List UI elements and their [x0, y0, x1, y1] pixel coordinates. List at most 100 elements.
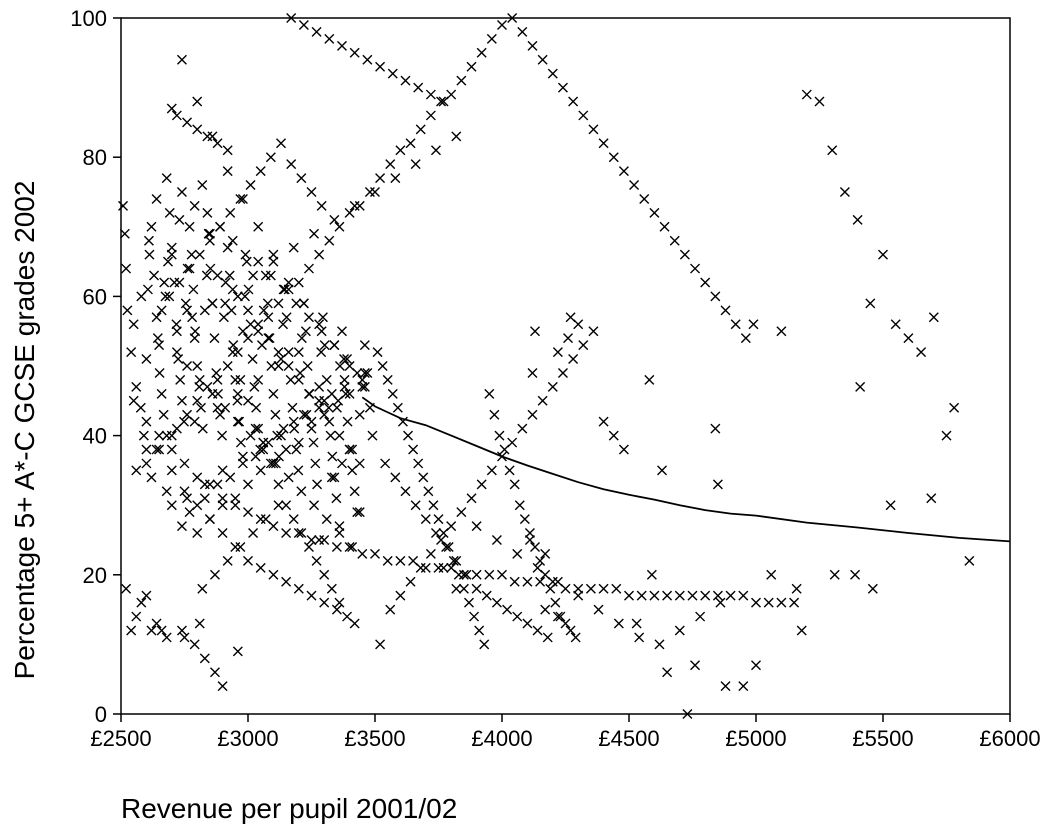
- data-point: [349, 200, 360, 211]
- data-point: [428, 500, 439, 511]
- data-point: [964, 555, 975, 566]
- data-point: [789, 597, 800, 608]
- data-point: [517, 423, 528, 434]
- data-point: [776, 326, 787, 337]
- data-point: [182, 117, 193, 128]
- data-point: [509, 479, 520, 490]
- data-point: [161, 173, 172, 184]
- data-point: [578, 340, 589, 351]
- data-point: [189, 200, 200, 211]
- y-tick-label: 40: [83, 424, 107, 449]
- data-point: [552, 347, 563, 358]
- data-point: [174, 277, 185, 288]
- data-point: [209, 333, 220, 344]
- data-point: [941, 430, 952, 441]
- data-point: [325, 430, 336, 441]
- data-point: [239, 291, 250, 302]
- data-point: [451, 131, 462, 142]
- data-point: [176, 521, 187, 532]
- data-point: [160, 291, 171, 302]
- data-point: [649, 590, 660, 601]
- data-point: [928, 312, 939, 323]
- data-point: [222, 145, 233, 156]
- data-point: [461, 569, 472, 580]
- data-point: [283, 347, 294, 358]
- data-point: [151, 312, 162, 323]
- data-point: [207, 298, 218, 309]
- data-point: [852, 214, 863, 225]
- data-point: [565, 312, 576, 323]
- data-point: [248, 528, 259, 539]
- data-point: [240, 249, 251, 260]
- data-point: [283, 472, 294, 483]
- data-point: [235, 374, 246, 385]
- data-point: [250, 423, 261, 434]
- data-point: [354, 458, 365, 469]
- data-point: [319, 535, 330, 545]
- data-point: [141, 590, 152, 601]
- data-point: [565, 625, 576, 636]
- data-point: [309, 500, 320, 511]
- data-point: [334, 221, 345, 232]
- data-point: [316, 200, 327, 211]
- data-point: [288, 514, 299, 525]
- data-point: [410, 159, 421, 170]
- data-point: [613, 618, 624, 629]
- data-point: [243, 333, 253, 344]
- data-point: [408, 555, 419, 566]
- data-point: [245, 430, 256, 441]
- data-point: [136, 597, 147, 608]
- data-point: [182, 305, 193, 316]
- data-point: [537, 395, 548, 406]
- data-point: [279, 284, 290, 295]
- data-point: [166, 500, 177, 511]
- data-point: [425, 110, 436, 121]
- data-point: [476, 479, 487, 490]
- data-point: [425, 548, 436, 559]
- data-point: [456, 507, 467, 518]
- data-points: [118, 13, 975, 719]
- data-point: [631, 618, 642, 629]
- data-point: [507, 437, 518, 448]
- data-point: [144, 249, 155, 260]
- data-point: [121, 583, 132, 594]
- data-point: [141, 444, 152, 455]
- data-point: [380, 458, 391, 469]
- data-point: [204, 235, 215, 246]
- data-point: [156, 305, 167, 316]
- data-point: [235, 541, 246, 552]
- data-point: [535, 576, 546, 587]
- data-point: [568, 354, 579, 365]
- data-point: [126, 625, 137, 636]
- data-point: [253, 319, 264, 330]
- data-point: [362, 54, 373, 65]
- data-point: [441, 541, 452, 552]
- data-point: [522, 576, 533, 587]
- data-point: [230, 541, 241, 552]
- data-point: [463, 597, 474, 608]
- data-point: [387, 68, 398, 79]
- data-point: [250, 451, 261, 462]
- data-point: [217, 528, 228, 539]
- data-point: [839, 187, 850, 197]
- data-point: [395, 555, 406, 566]
- data-point: [720, 305, 731, 316]
- data-point: [194, 618, 205, 629]
- data-point: [319, 597, 330, 608]
- data-point: [154, 430, 165, 441]
- data-point: [509, 576, 520, 587]
- data-point: [385, 159, 396, 170]
- data-point: [550, 597, 561, 608]
- data-point: [278, 423, 289, 434]
- data-point: [166, 465, 177, 476]
- y-axis-ticks: 0 20 40 60 80 100: [70, 6, 121, 727]
- data-point: [319, 395, 330, 406]
- data-point: [751, 597, 761, 608]
- data-point: [251, 402, 262, 413]
- data-point: [253, 374, 264, 385]
- y-tick-label: 0: [95, 702, 107, 727]
- data-point: [314, 402, 325, 413]
- data-point: [527, 409, 538, 420]
- data-point: [796, 625, 807, 636]
- data-point: [278, 284, 289, 295]
